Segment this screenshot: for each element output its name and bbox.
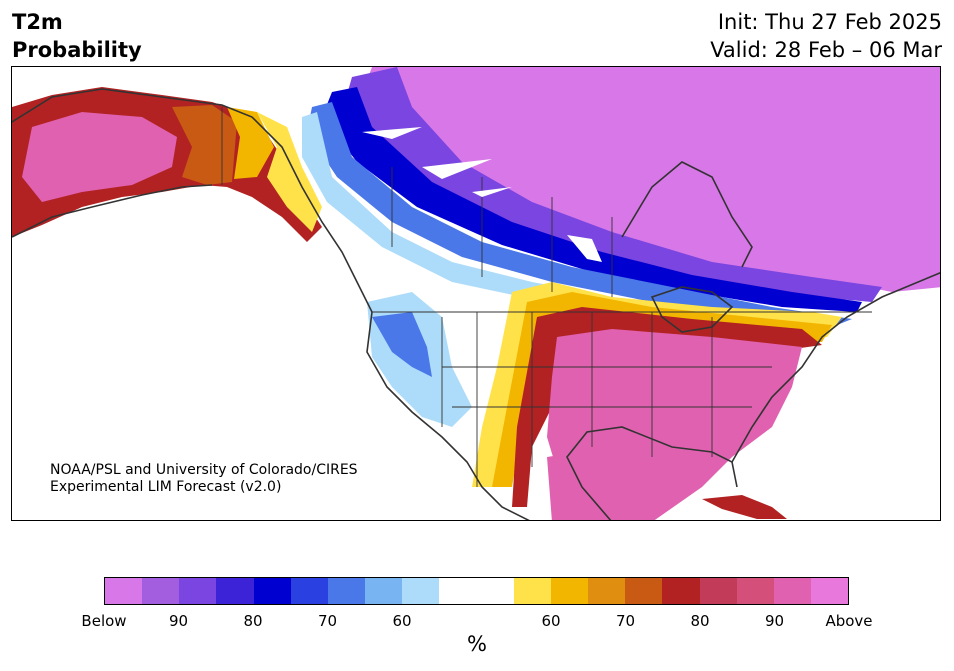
colorbar-tick-label: 90	[764, 612, 785, 630]
coastline	[650, 286, 734, 333]
colorbar-segment	[439, 578, 477, 604]
state-borders	[221, 107, 872, 487]
yukon-yellow-band	[257, 112, 322, 232]
coastline	[12, 184, 213, 238]
lake	[422, 159, 492, 179]
probability-map: NOAA/PSL and University of Colorado/CIRE…	[11, 66, 941, 521]
colorbar-segment	[625, 578, 663, 604]
colorbar-tick-label: 70	[317, 612, 338, 630]
colorbar-segment	[550, 578, 589, 604]
forecast-dates: Init: Thu 27 Feb 2025 Valid: 28 Feb – 06…	[710, 8, 942, 64]
alaska-gold-band	[227, 107, 274, 179]
lake	[362, 127, 422, 139]
colorbar-segment	[105, 578, 143, 604]
map-canvas	[12, 67, 940, 520]
cuba-region	[702, 495, 787, 519]
coastline	[566, 426, 738, 520]
colorbar-segment	[810, 578, 849, 604]
coastline	[731, 271, 940, 463]
canada-blue-band	[322, 87, 862, 312]
lake	[567, 235, 602, 262]
colorbar-segment	[327, 578, 366, 604]
colorbar-tick-label: 60	[392, 612, 412, 630]
canada-purple-region	[357, 67, 940, 292]
colorbar-tick-label: Below	[81, 612, 127, 630]
mexico-pink	[547, 447, 652, 520]
title-variable: T2m	[12, 10, 63, 34]
colorbar-tick-label: 60	[541, 612, 561, 630]
colorbar-tick-label: 80	[243, 612, 263, 630]
colorbar-segment	[513, 578, 551, 604]
colorbar-segment	[179, 578, 217, 604]
colorbar-segment	[365, 578, 403, 604]
map-title: T2m Probability	[12, 8, 142, 64]
west-us-mid-blue	[372, 312, 432, 377]
colorbar-segment	[476, 578, 514, 604]
coastline	[621, 161, 753, 268]
colorbar-segment	[142, 578, 180, 604]
credit-line-2: Experimental LIM Forecast (v2.0)	[50, 479, 282, 495]
colorbar-tick-label: 80	[690, 612, 710, 630]
coastlines	[12, 88, 940, 520]
coastline	[12, 88, 530, 520]
colorbar-tick-label: 90	[168, 612, 189, 630]
canada-mid-blue-band	[307, 102, 852, 327]
colorbar	[104, 577, 849, 605]
colorbar-segment	[773, 578, 811, 604]
credit-text: NOAA/PSL and University of Colorado/CIRE…	[50, 462, 358, 496]
colorbar-segment	[736, 578, 774, 604]
alaska-orange-band	[172, 105, 237, 185]
colorbar-tick-label: 70	[615, 612, 636, 630]
colorbar-tick-label: Above	[825, 612, 873, 630]
colorbar-segment	[588, 578, 626, 604]
colorbar-segment	[662, 578, 700, 604]
colorbar-segment	[216, 578, 254, 604]
alaska-core	[22, 112, 177, 202]
title-probability: Probability	[12, 38, 142, 62]
colorbar-segment	[699, 578, 737, 604]
credit-line-1: NOAA/PSL and University of Colorado/CIRE…	[50, 462, 358, 478]
valid-range: Valid: 28 Feb – 06 Mar	[710, 38, 942, 62]
init-date: Init: Thu 27 Feb 2025	[717, 10, 942, 34]
colorbar-segment	[290, 578, 328, 604]
colorbar-segment	[402, 578, 440, 604]
lake	[472, 187, 512, 197]
colorbar-segment	[253, 578, 291, 604]
colorbar-unit: %	[467, 632, 487, 656]
colorbar-ticks: Below 90 80 70 60 60 70 80 90 Above	[0, 612, 954, 632]
